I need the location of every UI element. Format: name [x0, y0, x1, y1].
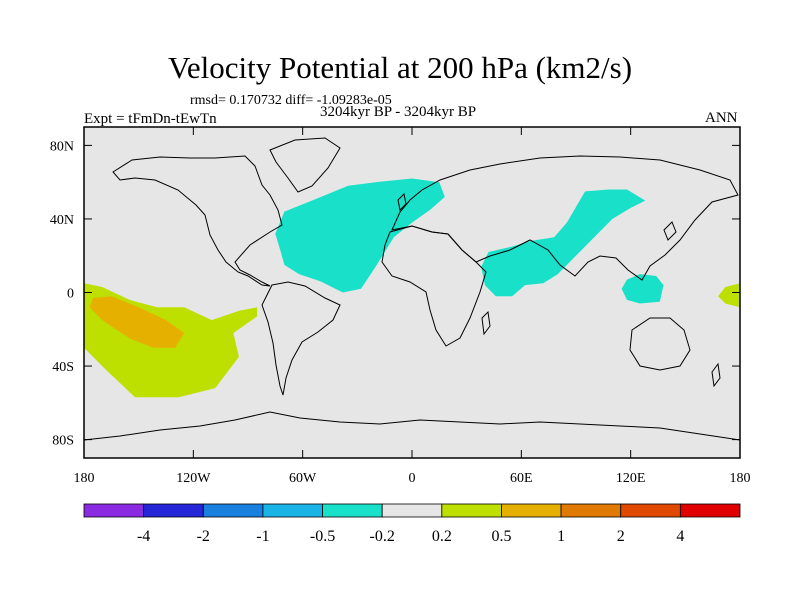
coast-new-zealand	[711, 362, 721, 388]
region-indian-ocean-negative	[481, 189, 646, 297]
time-period-label: 3204kyr BP - 3204kyr BP	[320, 104, 477, 120]
coast-eurasia	[391, 155, 739, 281]
coastlines	[84, 137, 740, 441]
colorbar-label: 1	[557, 528, 565, 545]
colorbar-swatch	[441, 503, 502, 518]
colorbar-swatch	[202, 503, 264, 518]
coast-north-america	[112, 155, 283, 287]
x-tick-label: 180	[74, 471, 95, 486]
chart-title: Velocity Potential at 200 hPa (km2/s)	[167, 50, 633, 85]
colorbar-swatch	[381, 503, 443, 518]
colorbar-swatch	[262, 503, 323, 518]
coast-japan	[663, 221, 677, 241]
season-label: ANN	[705, 110, 738, 126]
coast-australia	[629, 317, 691, 371]
colorbar-label: -1	[256, 528, 269, 545]
x-tick-label: 120E	[616, 471, 646, 486]
colorbar-swatch	[143, 503, 204, 518]
colorbar: -4 -2 -1 -0.5 -0.2 0.2 0.5 1 2 4	[83, 503, 741, 545]
region-maritime-continent-negative	[621, 274, 664, 304]
colorbar-swatch	[322, 503, 383, 518]
y-axis-ticks: 80N 40N 0 40S 80S	[50, 139, 740, 449]
coast-greenland	[269, 137, 341, 193]
colorbar-swatch	[679, 503, 741, 518]
colorbar-label: -4	[137, 528, 150, 545]
rmsd-diff-stats: rmsd= 0.170732 diff= -1.09283e-05	[190, 93, 392, 108]
x-axis-ticks: 180 120W 60W 0 60E 120E 180	[74, 127, 751, 486]
colorbar-swatch	[83, 503, 145, 518]
experiment-label: Expt = tFmDn-tEwTn	[84, 111, 217, 127]
coast-south-america	[261, 281, 341, 396]
y-tick-label: 80N	[50, 139, 74, 154]
colorbar-label: 0.2	[432, 528, 452, 545]
x-tick-label: 180	[730, 471, 751, 486]
region-dateline-east-positive	[718, 283, 740, 308]
x-tick-label: 60W	[289, 471, 317, 486]
colorbar-label: 0.5	[491, 528, 511, 545]
colorbar-label: 4	[676, 528, 684, 545]
y-tick-label: 40N	[50, 213, 74, 228]
colorbar-label: -0.2	[370, 528, 395, 545]
y-tick-label: 40S	[52, 360, 74, 375]
colorbar-swatch	[560, 503, 622, 518]
colorbar-swatch	[501, 503, 562, 518]
coast-madagascar	[481, 310, 491, 336]
x-tick-label: 0	[409, 471, 416, 486]
colorbar-label: -0.5	[310, 528, 335, 545]
colorbar-swatch	[620, 503, 681, 518]
coast-antarctica	[84, 411, 740, 441]
y-tick-label: 0	[67, 287, 74, 302]
colorbar-label: 2	[617, 528, 625, 545]
region-east-pacific-core-positive	[89, 296, 185, 348]
y-tick-label: 80S	[52, 434, 74, 449]
coast-uk	[397, 192, 407, 212]
colorbar-label: -2	[197, 528, 210, 545]
x-tick-label: 60E	[510, 471, 533, 486]
x-tick-label: 120W	[176, 471, 211, 486]
